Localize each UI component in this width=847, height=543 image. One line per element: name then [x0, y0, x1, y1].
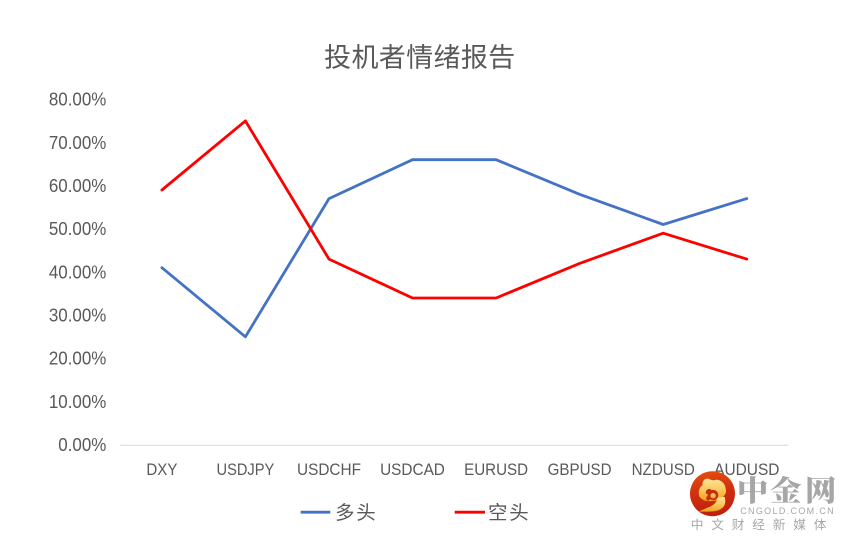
svg-text:10.00%: 10.00%	[49, 391, 106, 412]
svg-text:AUDUSD: AUDUSD	[714, 461, 779, 479]
svg-text:EURUSD: EURUSD	[464, 461, 528, 479]
svg-text:80.00%: 80.00%	[49, 89, 106, 110]
svg-text:USDCAD: USDCAD	[380, 461, 445, 479]
svg-text:GBPUSD: GBPUSD	[548, 461, 612, 479]
svg-text:USDCHF: USDCHF	[297, 461, 361, 479]
svg-text:NZDUSD: NZDUSD	[632, 461, 695, 479]
svg-text:0.00%: 0.00%	[58, 434, 106, 455]
svg-text:50.00%: 50.00%	[49, 218, 106, 239]
svg-text:60.00%: 60.00%	[49, 175, 106, 196]
svg-text:40.00%: 40.00%	[49, 261, 106, 282]
svg-text:USDJPY: USDJPY	[217, 461, 275, 479]
svg-text:DXY: DXY	[146, 461, 177, 479]
svg-text:CNGOLD.COM.CN: CNGOLD.COM.CN	[740, 506, 835, 516]
svg-text:70.00%: 70.00%	[49, 132, 106, 153]
svg-text:20.00%: 20.00%	[49, 348, 106, 369]
svg-text:30.00%: 30.00%	[49, 305, 106, 326]
